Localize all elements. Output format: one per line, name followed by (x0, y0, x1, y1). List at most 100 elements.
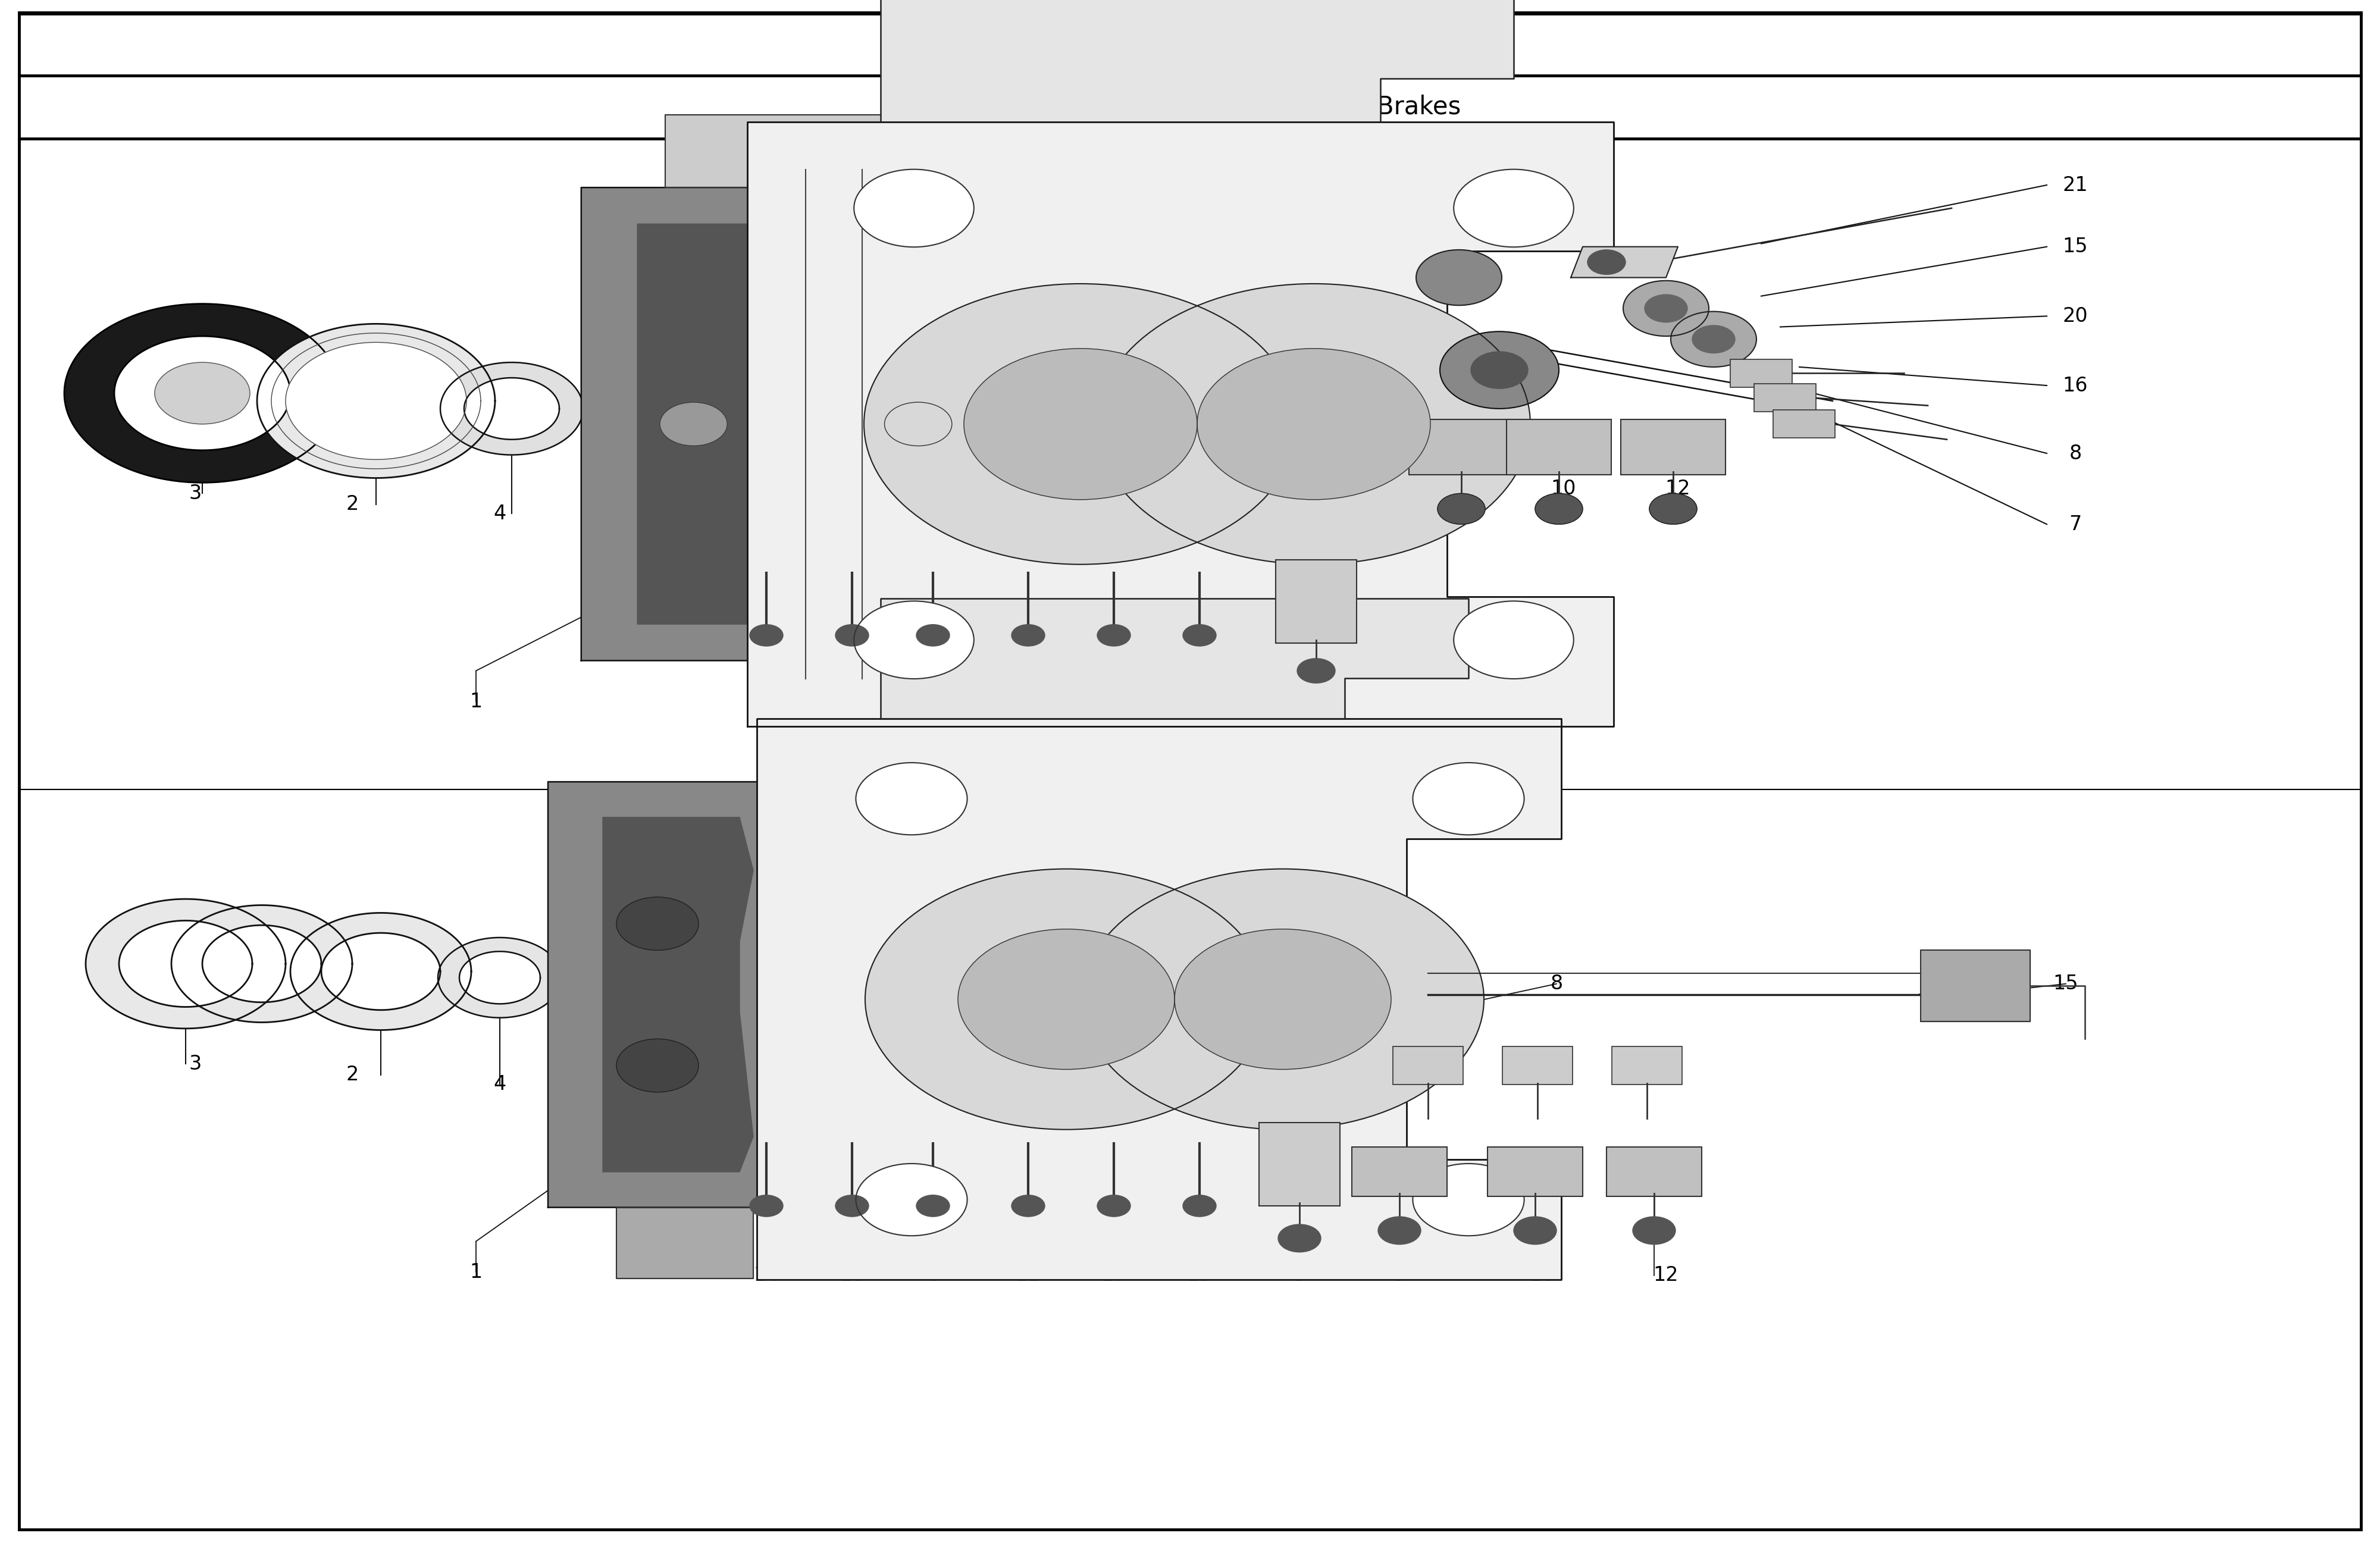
Text: 10: 10 (1552, 480, 1576, 498)
Text: 18: 18 (840, 695, 864, 714)
Circle shape (1097, 284, 1530, 564)
Polygon shape (1571, 247, 1678, 278)
Text: 18: 18 (840, 1266, 864, 1284)
Circle shape (835, 1195, 869, 1217)
Circle shape (1176, 928, 1390, 1070)
Circle shape (1414, 763, 1523, 834)
Text: 9: 9 (1454, 480, 1468, 498)
Circle shape (866, 870, 1266, 1129)
Polygon shape (747, 122, 1614, 726)
Circle shape (1197, 348, 1430, 500)
Text: 14: 14 (754, 1266, 778, 1284)
Circle shape (964, 348, 1197, 500)
Circle shape (659, 402, 728, 446)
Circle shape (1645, 295, 1687, 322)
FancyBboxPatch shape (1773, 410, 1835, 438)
Circle shape (1414, 1164, 1523, 1235)
Text: 13: 13 (1447, 173, 1471, 191)
Polygon shape (171, 905, 352, 1022)
Circle shape (1633, 1217, 1676, 1244)
Polygon shape (286, 342, 466, 460)
Text: 7: 7 (1454, 975, 1468, 993)
Circle shape (750, 625, 783, 646)
Circle shape (1012, 625, 1045, 646)
Text: 15: 15 (2063, 237, 2087, 256)
Polygon shape (298, 350, 455, 452)
Text: 7: 7 (2068, 515, 2082, 534)
Polygon shape (757, 719, 1561, 1280)
Text: 3: 3 (188, 484, 202, 503)
Text: 5: 5 (1292, 1266, 1307, 1284)
Polygon shape (459, 951, 540, 1004)
Text: Ferrari 328 GTB/GTS (1985-1987): Ferrari 328 GTB/GTS (1985-1987) (969, 32, 1411, 57)
Circle shape (1535, 493, 1583, 524)
Text: 11: 11 (1016, 1266, 1040, 1284)
Polygon shape (440, 362, 583, 455)
Circle shape (155, 362, 250, 424)
Text: 6: 6 (926, 695, 940, 714)
Circle shape (1416, 250, 1502, 305)
Circle shape (1297, 658, 1335, 683)
FancyBboxPatch shape (1621, 419, 1725, 475)
Circle shape (1454, 170, 1573, 247)
Polygon shape (64, 304, 340, 483)
Circle shape (1097, 1195, 1130, 1217)
FancyBboxPatch shape (1754, 384, 1816, 412)
Polygon shape (119, 921, 252, 1007)
Polygon shape (666, 114, 973, 188)
Text: 4: 4 (493, 504, 507, 523)
Circle shape (857, 763, 966, 834)
Circle shape (957, 928, 1176, 1070)
Circle shape (1012, 1195, 1045, 1217)
Polygon shape (438, 938, 562, 1018)
Circle shape (1692, 325, 1735, 353)
Polygon shape (881, 598, 1468, 719)
Polygon shape (86, 899, 286, 1029)
Circle shape (1438, 493, 1485, 524)
Circle shape (1183, 1195, 1216, 1217)
Circle shape (854, 601, 973, 678)
Circle shape (916, 625, 950, 646)
Text: 19: 19 (1188, 695, 1211, 714)
Text: 12: 12 (1666, 480, 1690, 498)
Polygon shape (257, 324, 495, 478)
Circle shape (1440, 332, 1559, 409)
FancyBboxPatch shape (1488, 1147, 1583, 1197)
Text: 5: 5 (1309, 695, 1323, 714)
FancyBboxPatch shape (1507, 419, 1611, 475)
Circle shape (916, 1195, 950, 1217)
Polygon shape (881, 0, 1514, 122)
Circle shape (616, 1039, 700, 1092)
FancyBboxPatch shape (1352, 1147, 1447, 1197)
FancyBboxPatch shape (1409, 419, 1514, 475)
Circle shape (1183, 625, 1216, 646)
Circle shape (864, 284, 1297, 564)
Circle shape (1471, 352, 1528, 389)
Text: 1: 1 (469, 692, 483, 711)
Circle shape (1081, 870, 1485, 1129)
Circle shape (1454, 601, 1573, 678)
Polygon shape (1921, 950, 2030, 1021)
Text: 1: 1 (469, 1263, 483, 1281)
Circle shape (1378, 1217, 1421, 1244)
Text: 6: 6 (926, 1266, 940, 1284)
Text: 12: 12 (1654, 1266, 1678, 1284)
Circle shape (835, 625, 869, 646)
Text: 10: 10 (1530, 1266, 1554, 1284)
Circle shape (1671, 311, 1756, 367)
Circle shape (885, 402, 952, 446)
Polygon shape (321, 933, 440, 1010)
Text: 2: 2 (345, 495, 359, 513)
Polygon shape (638, 224, 793, 625)
Polygon shape (862, 205, 1031, 643)
Polygon shape (616, 1207, 752, 1278)
Text: 9: 9 (1392, 1266, 1407, 1284)
Circle shape (854, 170, 973, 247)
FancyBboxPatch shape (1392, 1047, 1464, 1086)
Text: 8: 8 (1549, 975, 1564, 993)
Text: 20: 20 (2063, 307, 2087, 325)
Polygon shape (835, 799, 973, 1190)
Text: 17: 17 (1102, 695, 1126, 714)
FancyBboxPatch shape (1730, 359, 1792, 387)
Text: 17: 17 (1102, 1266, 1126, 1284)
